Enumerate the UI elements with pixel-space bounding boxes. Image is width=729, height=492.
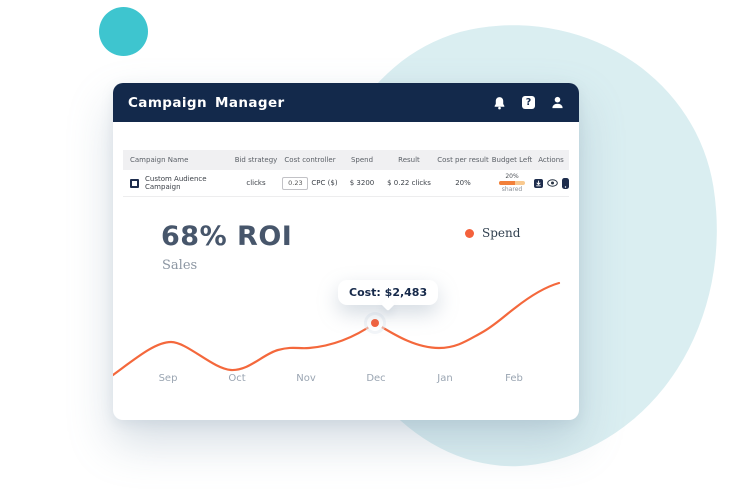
row-checkbox[interactable] [130,178,139,188]
x-label-nov: Nov [296,373,316,384]
header-icons: ? [493,96,564,110]
roi-stat: 68% ROI [161,221,293,252]
cost-controller-cell: CPC ($) [279,176,341,190]
campaign-manager-card: Campaign Manager ? Campaign Name [113,83,579,420]
phone-icon[interactable] [561,177,569,189]
chart-tooltip: Cost: $2,483 [338,280,439,305]
column-cost-per-result: Cost per result [437,156,489,164]
column-bid-strategy: Bid strategy [234,156,278,164]
column-cost-controller: Cost controller [284,156,336,164]
card-header: Campaign Manager ? [113,83,579,122]
highlight-point[interactable] [371,319,379,327]
column-result: Result [398,156,420,164]
help-icon[interactable]: ? [522,96,535,109]
column-spend: Spend [350,156,374,164]
campaign-name-cell: Custom Audience Campaign [123,175,233,191]
column-budget-left: Budget Left [491,156,533,164]
x-label-sep: Sep [158,373,178,384]
spend-line [113,281,561,377]
campaign-table: Campaign Name Bid strategy Cost controll… [123,150,569,197]
x-label-dec: Dec [366,373,386,384]
result-cell: $ 0.22 clicks [387,179,431,187]
x-label-oct: Oct [228,373,246,384]
download-icon[interactable] [533,178,543,188]
budget-left-percent: 20% [505,173,519,180]
cost-controller-unit: CPC ($) [311,179,338,187]
column-campaign-name: Campaign Name [130,156,189,164]
chart-legend: Spend [465,226,520,240]
column-actions: Actions [538,156,564,164]
bid-strategy-cell: clicks [246,179,266,187]
table-header-row: Campaign Name Bid strategy Cost controll… [123,150,569,170]
budget-progress-fill [499,181,516,185]
app-title: Campaign Manager [128,94,285,111]
help-glyph: ? [522,96,535,109]
budget-progress-bar [499,181,525,185]
cost-per-result-cell: 20% [455,179,471,187]
user-icon[interactable] [551,96,564,109]
cost-controller-input[interactable] [282,176,309,190]
table-row[interactable]: Custom Audience Campaign clicks CPC ($) … [123,170,569,197]
budget-left-note: shared [501,186,523,193]
eye-icon[interactable] [546,179,558,187]
roi-subtitle: Sales [162,258,198,273]
legend-dot-icon [465,228,474,238]
x-label-feb: Feb [505,373,523,384]
x-label-jan: Jan [437,373,453,384]
bell-icon[interactable] [493,96,506,110]
background-circle [99,7,148,56]
legend-label: Spend [482,226,521,240]
chart-tooltip-label: Cost: $2,483 [349,286,428,299]
x-axis-labels: Sep Oct Nov Dec Jan Feb [113,373,579,387]
budget-left-cell: 20% shared [491,173,533,193]
actions-cell [533,177,569,189]
spend-cell: $ 3200 [349,179,375,187]
spend-line-chart [113,281,561,377]
campaign-name: Custom Audience Campaign [145,175,207,191]
